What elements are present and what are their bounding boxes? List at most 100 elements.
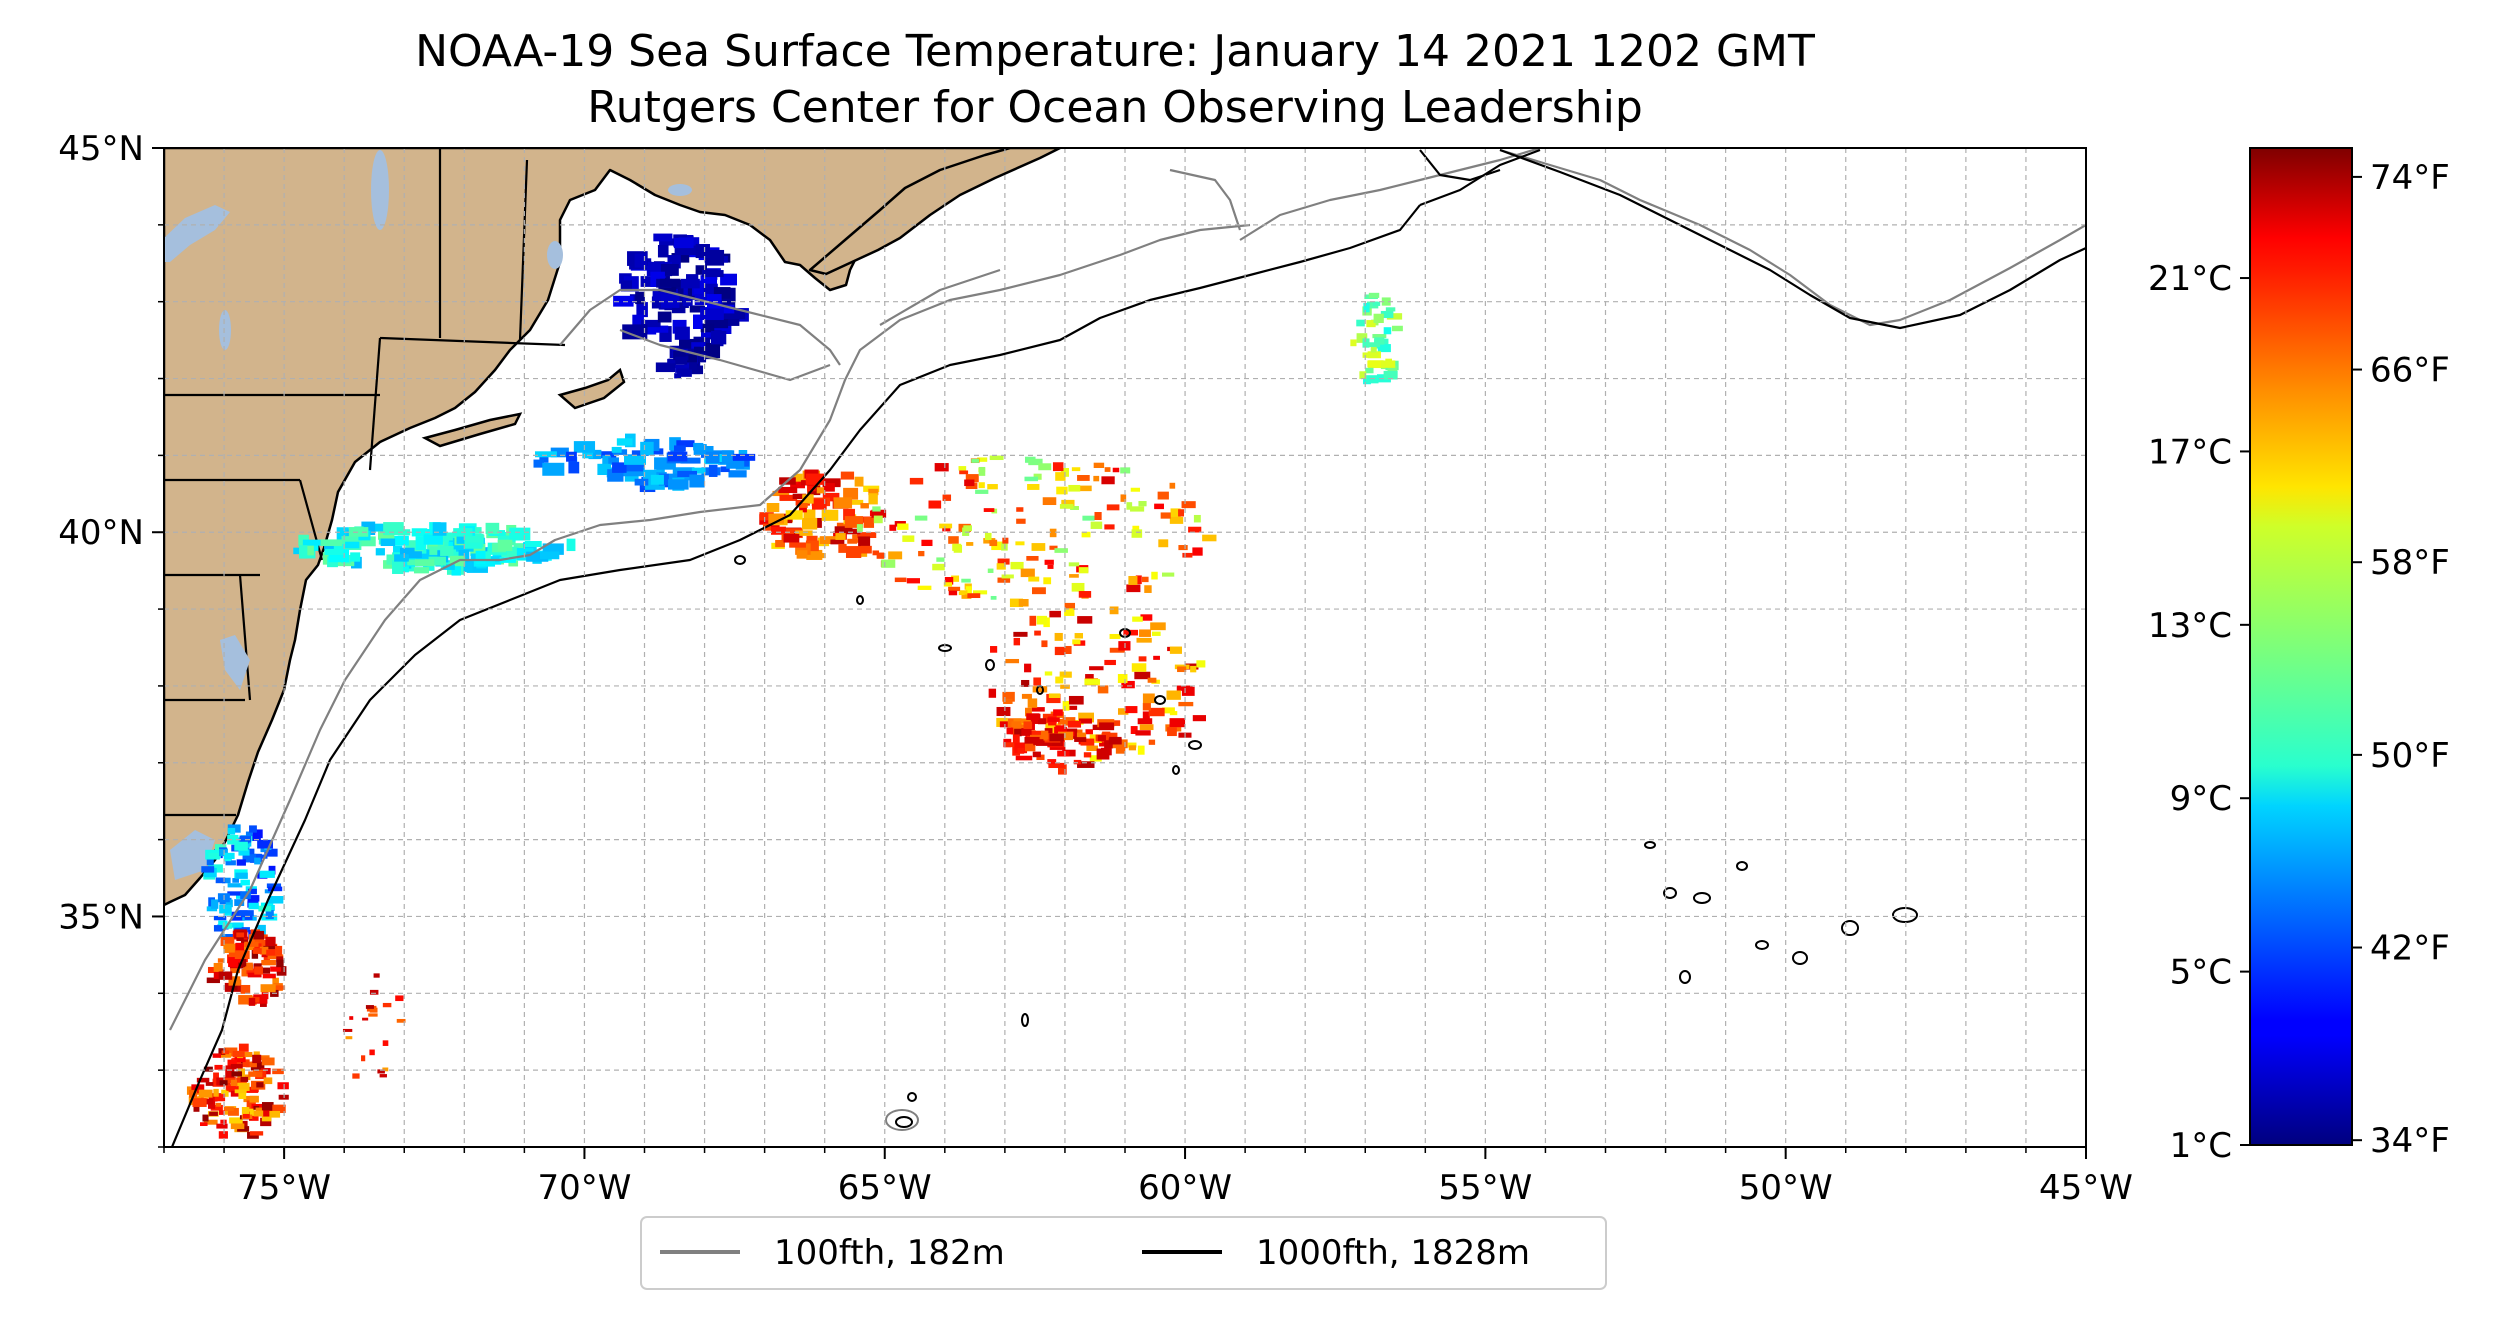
sst-pixel [691,467,706,474]
sst-pixel [693,336,711,346]
sst-pixel [268,896,284,904]
sst-pixel [242,853,257,863]
sst-pixel [1068,695,1084,705]
sst-pixel [1178,545,1188,551]
sst-pixel [857,532,877,539]
sst-pixel [795,543,811,555]
sst-pixel [261,967,271,974]
sst-pixel [324,543,344,556]
sst-pixel [1002,537,1009,544]
sst-pixel [674,445,686,452]
sst-pixel [1117,708,1129,715]
sst-pixel [1169,711,1178,716]
sst-pixel [1169,516,1184,524]
sst-pixel [192,1098,207,1107]
sst-pixel [1067,720,1082,728]
colorbar-fahrenheit-label: 42°F [2370,929,2450,969]
sst-pixel [768,513,784,524]
sst-pixel [1083,752,1092,758]
sst-pixel [397,529,411,536]
colorbar-fahrenheit-label: 50°F [2370,736,2450,776]
sst-pixel [973,590,988,595]
sst-pixel [227,834,239,845]
sst-pixel [771,526,786,535]
sst-pixel [270,966,281,972]
sst-pixel [193,1105,200,1112]
sst-pixel [612,462,627,473]
sst-pixel [276,956,284,963]
sst-pixel [963,525,972,532]
sst-pixel [1383,327,1392,335]
sst-pixel [1093,475,1100,482]
sst-pixel [1059,504,1074,509]
sst-pixel [1097,685,1109,694]
sst-pixel [373,973,380,978]
sst-pixel [597,463,612,476]
sst-pixel [242,1051,253,1058]
sst-pixel [264,848,278,857]
sst-pixel [220,936,235,946]
sst-pixel [863,485,880,492]
sst-pixel [219,1080,228,1086]
sst-pixel [1363,303,1370,313]
sst-pixel [1106,504,1120,511]
sst-pixel [616,438,633,446]
sst-pixel [657,311,672,323]
sst-pixel [369,1007,378,1013]
sst-pixel [667,358,680,364]
land-nova-scotia [808,148,1062,276]
sst-pixel [383,522,404,536]
sst-pixel [1047,717,1060,722]
sst-pixel [243,1111,250,1119]
sst-pixel [208,1100,216,1109]
sst-pixel [677,368,692,377]
map-content [164,148,2086,1147]
x-tick-label: 45°W [2039,1168,2133,1208]
sst-pixel [778,486,798,494]
sst-pixel [1011,721,1021,728]
sst-pixel [964,479,975,487]
sst-pixel [267,954,284,960]
sst-pixel [1158,539,1169,548]
sst-pixel [677,470,698,478]
sst-pixel [1128,745,1137,751]
sst-pixel [805,473,825,485]
sst-pixel [928,500,942,509]
sst-pixel [860,545,872,554]
sst-pixel [241,1120,248,1128]
sst-pixel [249,1114,259,1121]
sst-pixel [1046,693,1061,704]
sst-pixel [394,554,409,562]
sst-pixel [720,304,735,314]
sst-pixel [1026,555,1039,561]
sst-pixel [811,499,827,510]
sst-pixel [238,995,253,1005]
sst-pixel [234,841,248,851]
sst-pixel [542,543,564,555]
sst-pixel [205,1082,214,1086]
sst-pixel [1027,730,1044,739]
sst-pixel [365,1005,374,1009]
sst-pixel [921,539,933,547]
sst-pixel [1104,740,1114,749]
sst-pixel [965,474,979,483]
legend: 100fth, 182m 1000fth, 1828m [640,1216,1607,1290]
sst-pixel [206,977,220,984]
sst-pixel [223,1076,236,1084]
sst-pixel [991,541,1005,551]
sst-pixel [232,878,239,883]
sst-pixel [523,542,537,553]
sst-pixel [253,930,265,940]
sst-pixel [247,972,262,978]
sst-pixel [475,550,486,564]
sst-pixel [252,829,263,839]
sst-pixel [1141,576,1149,583]
sst-pixel [772,490,790,497]
sst-pixel [267,904,275,911]
sst-pixel [1055,676,1064,684]
sst-pixel [1031,543,1046,551]
sst-pixel [838,543,847,553]
sst-pixel [1044,728,1053,735]
sst-pixel [393,545,403,559]
sst-pixel [1350,339,1357,347]
